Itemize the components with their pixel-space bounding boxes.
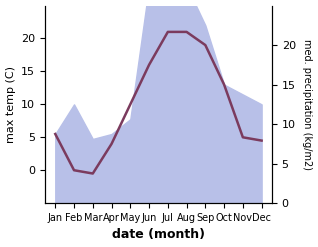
X-axis label: date (month): date (month) [112,228,205,242]
Y-axis label: max temp (C): max temp (C) [5,66,16,143]
Y-axis label: med. precipitation (kg/m2): med. precipitation (kg/m2) [302,39,313,170]
